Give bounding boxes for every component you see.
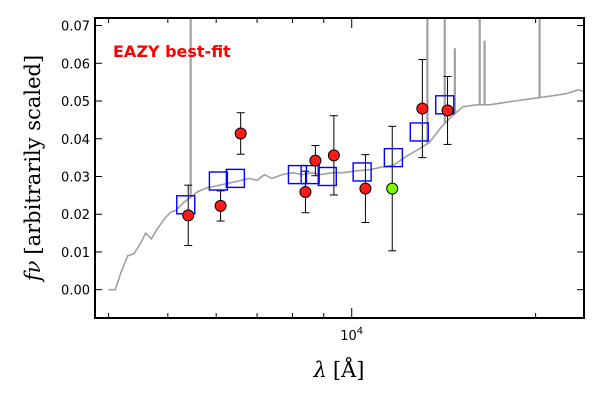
model-flux-layer [176,95,455,215]
model-flux-box [317,166,337,187]
y-tick-label: 0.06 [61,57,90,72]
observed-flux-point [182,209,195,222]
observed-flux-point [359,182,372,195]
observed-flux-point [416,102,429,115]
tick-layer [95,18,584,318]
observed-flux-point [214,199,227,212]
y-tick-label: 0.05 [61,95,90,110]
model-flux-box [225,168,246,189]
observed-flux-point [299,185,312,198]
model-flux-box [409,122,429,142]
y-axis-symbol: fν [21,260,45,283]
observed-flux-point [309,154,322,167]
y-tick-label: 0.02 [61,208,90,223]
y-tick-label: 0.01 [61,246,90,261]
x-tick-label: 104 [340,326,363,344]
x-axis-symbol: λ [313,358,327,382]
y-axis-label: fν [arbitrarily scaled] [21,55,45,283]
y-tick-label: 0.04 [61,133,90,148]
model-flux-box [352,162,372,182]
model-flux-box [287,164,308,185]
observed-flux-point [234,127,247,140]
model-flux-box [300,164,320,185]
template-spectrum-line [108,88,585,291]
x-axis-label: λ [Å] [313,357,365,382]
observed-flux-point [386,182,399,195]
y-axis-unit: [arbitrarily scaled] [21,55,45,255]
model-flux-box [208,171,229,191]
y-tick-label: 0.03 [61,170,90,185]
observed-flux-point [441,104,454,117]
x-tick-label-exponent: 4 [357,326,363,337]
error-bar-layer [184,59,452,252]
y-tick-label: 0.07 [61,20,90,35]
observed-flux-point [327,149,340,162]
observed-flux-layer [182,102,454,222]
x-axis-unit: [Å] [333,357,365,382]
x-tick-label-base: 10 [340,329,357,344]
tick-label-layer: 0.00 0.01 0.02 0.03 0.04 0.05 0.06 0.07 104 [61,20,363,344]
fit-annotation: EAZY best-fit [113,42,231,61]
model-flux-box [383,147,404,168]
plot-frame [94,17,585,319]
y-tick-label: 0.00 [61,284,90,299]
